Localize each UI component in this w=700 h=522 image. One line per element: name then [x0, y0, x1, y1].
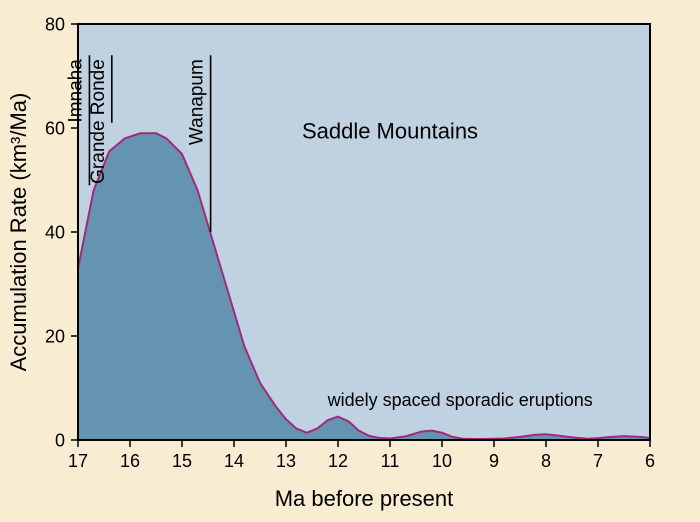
- x-tick-label: 14: [224, 451, 244, 471]
- y-tick-label: 40: [45, 222, 65, 242]
- x-tick-label: 15: [172, 451, 192, 471]
- x-tick-label: 16: [120, 451, 140, 471]
- y-axis-label: Accumulation Rate (km³/Ma): [6, 93, 31, 372]
- x-tick-label: 7: [593, 451, 603, 471]
- formation-label: Grande Ronde: [88, 59, 109, 184]
- x-tick-label: 17: [68, 451, 88, 471]
- x-tick-label: 12: [328, 451, 348, 471]
- y-tick-label: 0: [55, 430, 65, 450]
- x-tick-label: 8: [541, 451, 551, 471]
- x-axis-label: Ma before present: [275, 486, 454, 511]
- x-tick-label: 9: [489, 451, 499, 471]
- x-tick-label: 11: [381, 451, 400, 471]
- y-tick-label: 80: [45, 14, 65, 34]
- chart-container: 17161514131211109876020406080Ma before p…: [0, 0, 700, 522]
- annotation-label: Saddle Mountains: [302, 118, 478, 143]
- x-tick-label: 10: [432, 451, 452, 471]
- y-tick-label: 20: [45, 326, 65, 346]
- annotation-label: widely spaced sporadic eruptions: [327, 390, 593, 410]
- accumulation-rate-chart: 17161514131211109876020406080Ma before p…: [0, 0, 700, 522]
- y-tick-label: 60: [45, 118, 65, 138]
- x-tick-label: 6: [645, 451, 655, 471]
- formation-label: Imnaha: [65, 59, 86, 123]
- formation-label: Wanapum: [187, 59, 208, 145]
- x-tick-label: 13: [276, 451, 296, 471]
